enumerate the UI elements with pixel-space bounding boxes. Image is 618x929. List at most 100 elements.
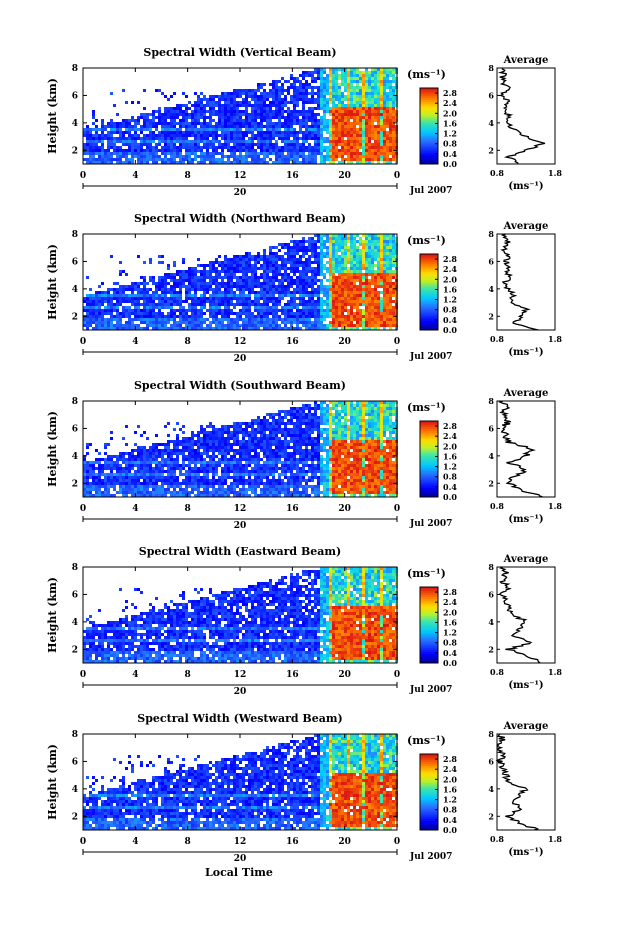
colorbar-tick-label: 0.8 [443,472,457,482]
colorbar-unit: (ms⁻¹) [407,234,446,247]
x-tick-label: 16 [286,171,299,181]
x-tick-label: 0 [394,337,400,347]
colorbar-tick-label: 0.0 [443,825,457,835]
average-frame [496,566,556,664]
x-tick-label: 12 [234,337,247,347]
x-tick-label: 16 [286,837,299,847]
panel-title: Spectral Width (Northward Beam) [134,212,346,225]
colorbar-tick-label: 2.8 [443,88,457,98]
avg-y-tick-label: 6 [488,256,494,266]
colorbar-frame [419,753,439,831]
avg-y-tick-label: 8 [488,229,494,239]
avg-x-tick-label: 0.8 [490,334,504,344]
y-tick-label: 2 [72,312,78,322]
colorbar-tick-label: 1.6 [443,617,457,627]
colorbar-tick-label: 2.8 [443,254,457,264]
heatmap-cells [83,567,398,663]
y-tick-label: 8 [72,563,78,573]
colorbar-frame [419,420,439,498]
avg-y-tick-label: 8 [488,729,494,739]
colorbar-tick-label: 0.4 [443,648,457,658]
x-tick-label: 12 [234,837,247,847]
avg-x-tick-label: 0.8 [490,168,504,178]
x-tick-label: 0 [394,670,400,680]
x-tick-label: 16 [286,337,299,347]
colorbar-tick-label: 2.0 [443,607,457,617]
x-tick-label: 12 [234,670,247,680]
heatmap-cells [83,401,398,497]
x-tick-label: 20 [338,504,351,514]
y-tick-label: 8 [72,397,78,407]
colorbar-tick-label: 2.8 [443,587,457,597]
x-tick-label: 0 [80,171,86,181]
y-axis-label: Height (km) [46,244,59,320]
colorbar-frame [419,253,439,331]
avg-y-tick-label: 6 [488,756,494,766]
average-x-label: (ms⁻¹) [508,680,543,691]
y-tick-label: 6 [72,257,78,267]
x-tick-label: 12 [234,171,247,181]
y-tick-label: 8 [72,64,78,74]
avg-y-tick-label: 6 [488,423,494,433]
avg-y-tick-label: 6 [488,589,494,599]
date-label: Jul 2007 [409,352,452,362]
x-tick-label: 8 [185,337,191,347]
heatmap-cells [83,734,398,830]
colorbar-tick-label: 1.2 [443,628,457,638]
y-axis-label: Height (km) [46,744,59,820]
colorbar-tick-label: 1.2 [443,795,457,805]
local-time-label: Local Time [205,866,273,879]
average-profile-line [498,400,543,498]
avg-y-tick-label: 4 [488,118,494,128]
colorbar-frame [419,586,439,664]
average-title: Average [503,55,549,66]
avg-y-tick-label: 2 [488,478,494,488]
panel-2: Spectral Width (Northward Beam) 2 4 6 8 Heigh… [46,212,562,364]
colorbar-unit: (ms⁻¹) [407,567,446,580]
y-tick-label: 8 [72,730,78,740]
colorbar-tick-label: 2.4 [443,98,457,108]
date-label: Jul 2007 [409,186,452,196]
colorbar-tick-label: 1.6 [443,284,457,294]
x-tick-label: 4 [132,171,138,181]
avg-y-tick-label: 8 [488,562,494,572]
colorbar-tick-label: 2.4 [443,597,457,607]
y-tick-label: 4 [72,119,78,129]
x-tick-label: 20 [338,171,351,181]
colorbar-tick-label: 1.6 [443,451,457,461]
panel-title: Spectral Width (Southward Beam) [134,379,346,392]
x-tick-label: 4 [132,337,138,347]
colorbar-tick-label: 2.0 [443,774,457,784]
y-tick-label: 4 [72,785,78,795]
panel-4: Spectral Width (Eastward Beam) 2 4 6 8 Height… [46,545,562,697]
average-profile-line [497,67,546,165]
colorbar [420,254,438,331]
x-tick-label: 0 [394,837,400,847]
average-title: Average [503,554,549,565]
date-label: Jul 2007 [409,685,452,695]
colorbar [420,754,438,831]
average-frame [496,233,556,331]
y-axis-label: Height (km) [46,411,59,487]
y-tick-label: 2 [72,146,78,156]
colorbar-tick-label: 0.0 [443,159,457,169]
colorbar-tick-label: 2.4 [443,431,457,441]
day-label: 20 [234,687,247,697]
average-x-label: (ms⁻¹) [508,514,543,525]
day-label: 20 [234,854,247,864]
x-tick-label: 16 [286,504,299,514]
x-tick-label: 4 [132,504,138,514]
y-axis-label: Height (km) [46,78,59,154]
date-label: Jul 2007 [409,852,452,862]
x-tick-label: 20 [338,837,351,847]
avg-x-tick-label: 0.8 [490,667,504,677]
x-tick-label: 16 [286,670,299,680]
average-x-label: (ms⁻¹) [508,847,543,858]
colorbar-tick-label: 0.8 [443,305,457,315]
y-tick-label: 6 [72,91,78,101]
panel-5: Spectral Width (Westward Beam) 2 4 6 8 Height… [46,712,562,864]
y-tick-label: 6 [72,757,78,767]
avg-y-tick-label: 4 [488,784,494,794]
y-tick-label: 2 [72,479,78,489]
